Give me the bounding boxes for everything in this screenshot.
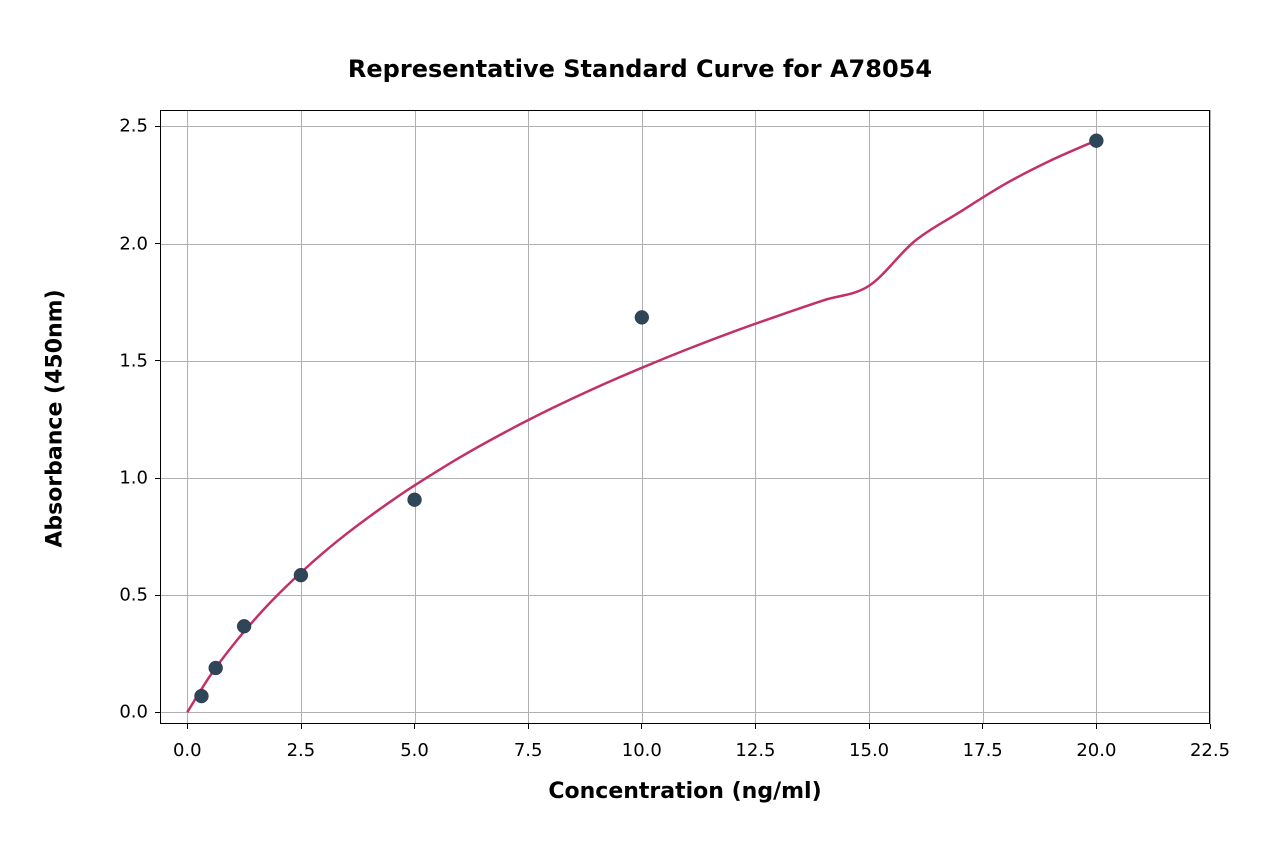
x-tick-label: 20.0 bbox=[1076, 740, 1116, 761]
grid-line-horizontal bbox=[160, 595, 1210, 596]
x-tick-mark bbox=[982, 724, 983, 729]
y-tick-mark bbox=[155, 712, 160, 713]
data-point bbox=[237, 619, 251, 633]
grid-line-horizontal bbox=[160, 244, 1210, 245]
chart-title: Representative Standard Curve for A78054 bbox=[0, 55, 1280, 83]
x-tick-mark bbox=[869, 724, 870, 729]
y-tick-label: 1.5 bbox=[119, 350, 148, 371]
plot-area bbox=[160, 110, 1210, 724]
x-tick-label: 0.0 bbox=[173, 740, 202, 761]
x-tick-label: 17.5 bbox=[963, 740, 1003, 761]
grid-line-vertical bbox=[528, 110, 529, 724]
x-axis-label: Concentration (ng/ml) bbox=[160, 779, 1210, 804]
axis-spine bbox=[160, 723, 1210, 724]
grid-line-vertical bbox=[1096, 110, 1097, 724]
grid-line-vertical bbox=[869, 110, 870, 724]
x-tick-mark bbox=[1096, 724, 1097, 729]
x-tick-label: 2.5 bbox=[287, 740, 316, 761]
x-tick-mark bbox=[528, 724, 529, 729]
axis-spine bbox=[1209, 110, 1210, 724]
data-point bbox=[194, 689, 208, 703]
grid-line-horizontal bbox=[160, 126, 1210, 127]
y-tick-mark bbox=[155, 360, 160, 361]
grid-line-vertical bbox=[983, 110, 984, 724]
y-axis-label: Absorbance (450nm) bbox=[43, 112, 68, 726]
x-tick-label: 12.5 bbox=[735, 740, 775, 761]
y-tick-label: 2.0 bbox=[119, 233, 148, 254]
scatter-points bbox=[160, 110, 1210, 724]
y-tick-label: 1.0 bbox=[119, 467, 148, 488]
fitted-curve bbox=[160, 110, 1210, 724]
y-tick-mark bbox=[155, 478, 160, 479]
x-tick-mark bbox=[301, 724, 302, 729]
x-tick-mark bbox=[414, 724, 415, 729]
y-tick-label: 0.5 bbox=[119, 585, 148, 606]
x-tick-label: 5.0 bbox=[400, 740, 429, 761]
x-tick-label: 22.5 bbox=[1190, 740, 1230, 761]
grid-line-vertical bbox=[187, 110, 188, 724]
y-tick-mark bbox=[155, 595, 160, 596]
grid-line-vertical bbox=[642, 110, 643, 724]
x-tick-mark bbox=[187, 724, 188, 729]
x-tick-label: 10.0 bbox=[622, 740, 662, 761]
grid-line-vertical bbox=[415, 110, 416, 724]
y-tick-label: 0.0 bbox=[119, 702, 148, 723]
y-tick-mark bbox=[155, 243, 160, 244]
axis-spine bbox=[160, 110, 161, 724]
y-tick-label: 2.5 bbox=[119, 116, 148, 137]
grid-line-vertical bbox=[301, 110, 302, 724]
x-tick-label: 7.5 bbox=[514, 740, 543, 761]
axis-spine bbox=[160, 110, 1210, 111]
grid-line-vertical bbox=[755, 110, 756, 724]
x-tick-label: 15.0 bbox=[849, 740, 889, 761]
y-tick-mark bbox=[155, 126, 160, 127]
grid-line-horizontal bbox=[160, 478, 1210, 479]
data-point bbox=[209, 661, 223, 675]
x-tick-mark bbox=[1210, 724, 1211, 729]
x-tick-mark bbox=[755, 724, 756, 729]
x-tick-mark bbox=[641, 724, 642, 729]
grid-line-horizontal bbox=[160, 712, 1210, 713]
grid-line-vertical bbox=[1210, 110, 1211, 724]
grid-line-horizontal bbox=[160, 361, 1210, 362]
chart-container: Representative Standard Curve for A78054… bbox=[0, 0, 1280, 845]
